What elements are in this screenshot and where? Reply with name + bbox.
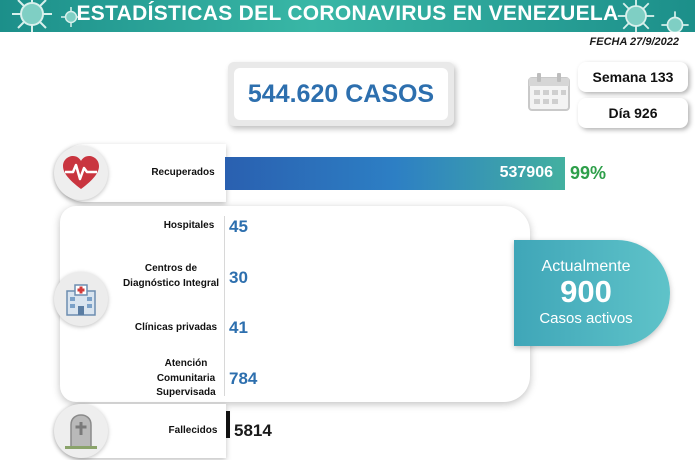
- calendar-icon: [528, 73, 570, 111]
- tombstone-icon: [65, 414, 97, 449]
- day-counter: Día 926: [578, 98, 688, 128]
- week-counter: Semana 133: [578, 62, 688, 92]
- care-value-hospitales: 45: [229, 217, 248, 236]
- total-cases-value: 544.620 CASOS: [247, 79, 435, 108]
- hospital-icon: [66, 284, 96, 316]
- care-label-hospitales: Hospitales: [163, 220, 215, 231]
- report-date: FECHA 27/9/2022: [589, 36, 679, 48]
- deaths-value: 5814: [234, 421, 272, 440]
- care-label-clinicas: Clínicas privadas: [134, 322, 218, 333]
- page-title: ESTADÍSTICAS DEL CORONAVIRUS EN VENEZUEL…: [76, 2, 619, 25]
- virus-icon: [661, 11, 689, 32]
- recovered-value: 537906: [499, 164, 553, 181]
- care-label-cdi: Centros de Diagnóstico Integral: [122, 263, 220, 289]
- active-cases-badge: Actualmente 900 Casos activos: [514, 240, 670, 346]
- recovered-icon-circle: [54, 146, 108, 200]
- care-value-acs: 784: [229, 369, 258, 388]
- total-cases-box: 544.620 CASOS: [228, 62, 454, 126]
- care-value-clinicas: 41: [229, 318, 248, 337]
- care-panel: [60, 206, 530, 402]
- virus-icon: [617, 0, 655, 32]
- care-label-acs: Atención Comunitaria Supervisada: [156, 358, 216, 398]
- hospital-icon-circle: [54, 272, 108, 326]
- active-line1: Actualmente: [541, 258, 631, 275]
- recovered-label: Recuperados: [151, 167, 215, 178]
- deaths-label: Fallecidos: [168, 425, 218, 436]
- care-value-cdi: 30: [229, 268, 248, 287]
- heart-pulse-icon: [63, 156, 99, 189]
- recovered-percent: 99%: [570, 163, 607, 183]
- deaths-bar: [226, 411, 230, 438]
- active-line2: Casos activos: [539, 310, 633, 327]
- active-number: 900: [560, 274, 612, 309]
- header-banner: ESTADÍSTICAS DEL CORONAVIRUS EN VENEZUEL…: [0, 0, 695, 32]
- deaths-icon-circle: [54, 404, 108, 458]
- virus-icon: [12, 0, 52, 32]
- virus-icon: [61, 7, 81, 27]
- care-divider: [224, 216, 225, 396]
- recovered-bar: 537906: [225, 157, 565, 190]
